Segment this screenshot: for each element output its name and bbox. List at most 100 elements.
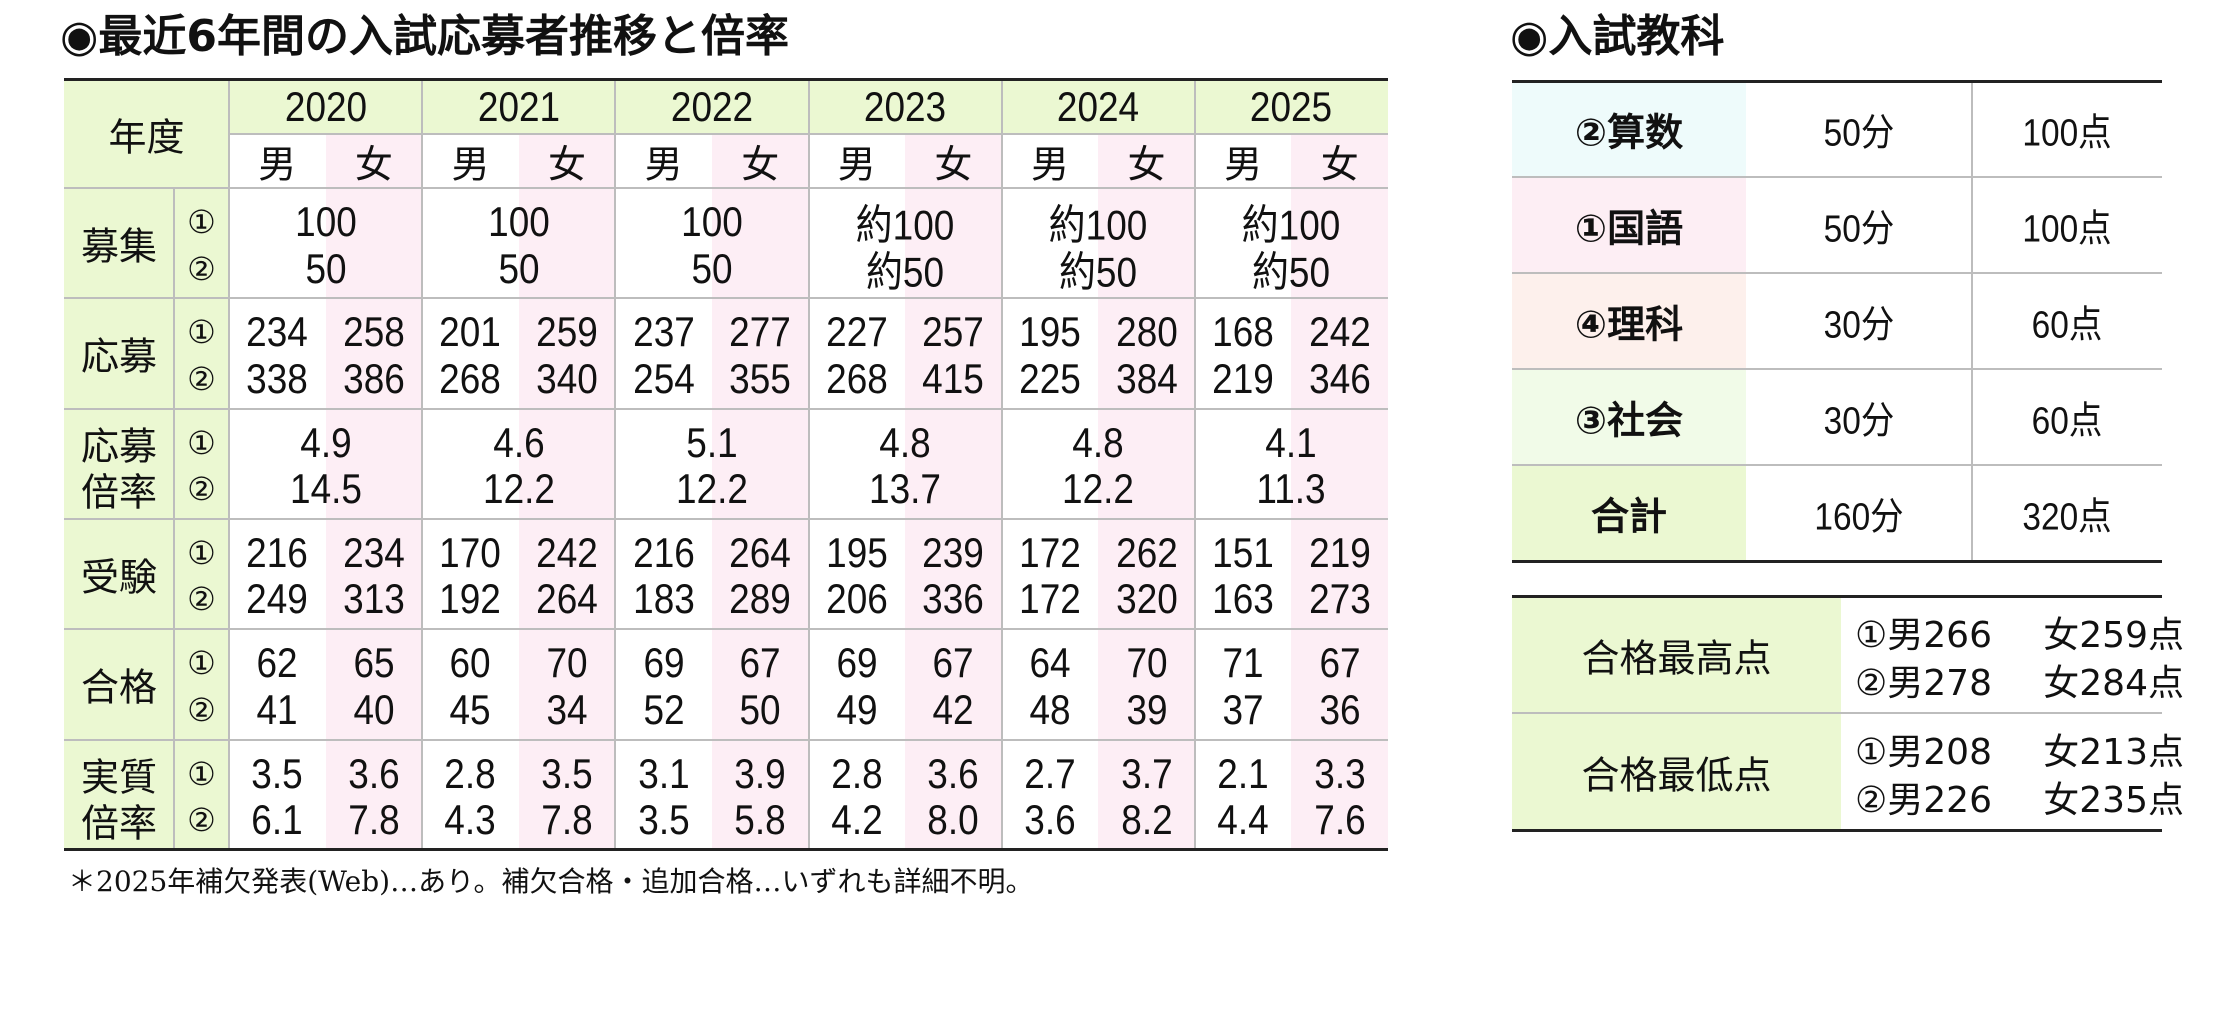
female-column <box>1291 518 1388 630</box>
gender: 男 <box>451 142 490 187</box>
subject-cell <box>1512 273 1746 369</box>
cell-value: 216 <box>632 529 695 577</box>
female-column <box>1098 188 1195 299</box>
female-column <box>1291 188 1388 299</box>
cell-value: 172 <box>1019 529 1081 577</box>
section-title: ◉入試教科 <box>1510 11 1725 62</box>
time: 50分 <box>1823 208 1895 251</box>
cell-value: 219 <box>1212 354 1274 402</box>
row-label: 募集 <box>80 224 158 269</box>
cell-value: 3.5 <box>251 749 303 797</box>
cell-value: 4.2 <box>831 796 883 844</box>
marker: ② <box>187 690 216 729</box>
female-column <box>905 298 1002 409</box>
cell-value: 355 <box>729 354 792 402</box>
female-column <box>1098 408 1195 519</box>
section-title: ◉最近6年間の入試応募者推移と倍率 <box>60 11 790 62</box>
female-column <box>325 629 423 740</box>
cell-value: 268 <box>825 354 888 402</box>
cell-value: 約100 <box>1242 201 1341 249</box>
cell-value: 7.6 <box>1314 796 1366 844</box>
cell-value: 259 <box>536 308 598 356</box>
female-column <box>905 739 1002 850</box>
gender: 女 <box>934 142 973 187</box>
cell-value: 346 <box>1308 354 1371 402</box>
subject-cell <box>1512 81 1746 177</box>
female-column <box>325 739 423 850</box>
female-column <box>518 408 616 519</box>
cell-value: 227 <box>825 308 888 356</box>
cell-value: 3.3 <box>1314 749 1366 797</box>
female-column <box>905 188 1002 299</box>
marker: ② <box>187 580 216 619</box>
cell-value: 4.3 <box>444 796 497 844</box>
cell-value: 3.6 <box>348 749 400 797</box>
cell-value: 195 <box>1019 308 1081 356</box>
cell-value: 13.7 <box>869 465 942 513</box>
subject-cell <box>1512 465 1746 561</box>
year-header: 年度 <box>108 115 185 159</box>
time: 30分 <box>1823 400 1895 443</box>
marker: ① <box>187 423 216 462</box>
subject: ③社会 <box>1574 398 1684 443</box>
female-column <box>711 408 809 519</box>
rule <box>64 517 1388 520</box>
gender: 女 <box>741 142 780 187</box>
cell-value: 70 <box>546 639 588 687</box>
cell-value: 4.8 <box>879 418 931 466</box>
female-column <box>711 629 809 740</box>
cell-value: 49 <box>836 685 878 733</box>
cell-value: 183 <box>632 575 695 623</box>
marker: ① <box>187 644 216 683</box>
cell-value: 52 <box>643 685 685 733</box>
cell-value: 69 <box>643 639 685 687</box>
cell-value: 100 <box>294 198 357 246</box>
subject: ④理科 <box>1574 302 1684 347</box>
cell-value: 170 <box>439 529 502 577</box>
score-female: 女259点 <box>2043 615 2184 657</box>
score-label-cell <box>1512 596 1841 713</box>
cell-value: 262 <box>1115 529 1178 577</box>
points: 100点 <box>2022 112 2112 155</box>
cell-value: 約50 <box>1059 248 1138 296</box>
cell-value: 163 <box>1212 575 1274 623</box>
cell-value: 67 <box>932 639 974 687</box>
year: 2025 <box>1250 82 1333 130</box>
points: 100点 <box>2022 208 2112 251</box>
cell-value: 41 <box>256 685 298 733</box>
cell-value: 50 <box>691 244 733 292</box>
row-label: 倍率 <box>80 470 158 515</box>
row-label: 応募 <box>80 334 158 379</box>
rule <box>421 79 424 850</box>
rule <box>807 79 810 850</box>
cell-value: 65 <box>353 639 395 687</box>
female-column <box>905 408 1002 519</box>
female-column <box>518 629 616 740</box>
cell-value: 4.4 <box>1217 796 1269 844</box>
cell-value: 3.7 <box>1120 749 1173 797</box>
time: 30分 <box>1823 304 1895 347</box>
rule <box>64 738 1388 741</box>
cell-value: 60 <box>449 639 492 687</box>
cell-value: 39 <box>1125 685 1168 733</box>
cell-value: 254 <box>632 354 695 402</box>
cell-value: 約100 <box>1048 201 1148 249</box>
gender: 男 <box>258 142 297 187</box>
row-label: 倍率 <box>80 801 158 846</box>
female-column <box>1291 134 1388 188</box>
marker: ② <box>187 249 216 288</box>
cell-value: 5.8 <box>734 796 786 844</box>
marker: ① <box>187 203 216 242</box>
cell-value: 201 <box>439 308 502 356</box>
female-column <box>1098 518 1195 630</box>
row-label: 応募 <box>80 424 158 469</box>
cell-value: 192 <box>439 575 502 623</box>
gender: 女 <box>1127 142 1166 187</box>
cell-value: 2.8 <box>831 749 883 797</box>
cell-value: 289 <box>729 575 792 623</box>
cell-value: 5.1 <box>686 418 738 466</box>
cell-value: 268 <box>439 354 502 402</box>
marker: ① <box>187 534 216 573</box>
cell-value: 45 <box>449 685 492 733</box>
